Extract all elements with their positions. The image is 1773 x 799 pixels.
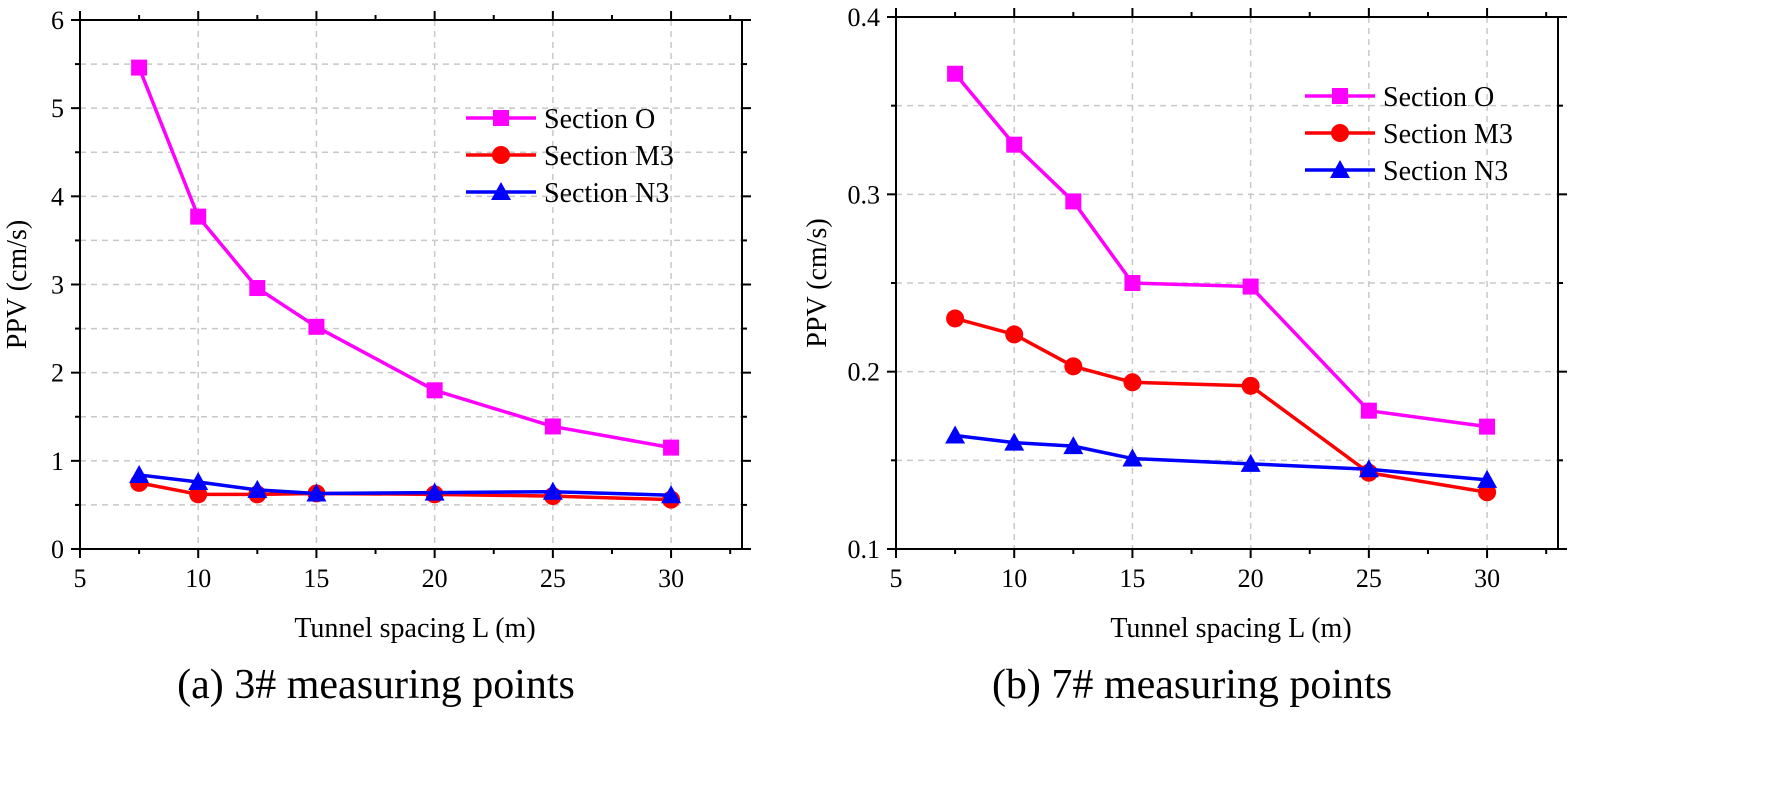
data-point [426,382,443,399]
data-point [308,318,325,335]
data-point [1242,278,1259,295]
x-tick-label: 10 [185,564,211,593]
legend-marker [492,146,510,164]
data-point [249,280,266,297]
legend-entry: Section O [1305,82,1494,113]
legend: Section O Section M3 Section N3 [1305,82,1513,187]
y-tick-label: 0.1 [848,535,881,564]
legend-marker [1332,88,1348,104]
data-point [1477,469,1498,488]
data-point [1006,136,1023,153]
series-section-o [131,59,680,456]
data-point [306,483,327,502]
x-tick-label: 5 [74,564,87,593]
legend-label: Section M3 [544,141,674,172]
data-point [661,485,682,504]
data-point [190,208,207,225]
data-point [663,439,680,456]
chart-panel-a: 5 10 15 20 25 30 0 1 2 3 4 5 6 Tunnel spacing L (m) PP… [2,6,751,708]
series-section-o [947,65,1496,435]
data-point [1004,432,1025,451]
y-tick-label: 1 [51,447,64,476]
x-tick-label: 10 [1001,564,1027,593]
data-point [247,479,268,498]
data-point [947,65,964,82]
series-line [954,316,1488,494]
x-axis-title: Tunnel spacing L (m) [1110,613,1351,644]
data-point [945,425,966,444]
x-tick-label: 30 [1474,564,1500,593]
data-point [424,482,445,501]
y-axis-title: PPV (cm/s) [2,220,33,349]
data-point [542,481,563,500]
x-tick-label: 15 [303,564,329,593]
series-line [138,473,672,497]
data-point [1064,357,1083,376]
data-point [1240,453,1261,472]
x-tick-label: 25 [540,564,566,593]
data-point [131,59,148,76]
y-tick-label: 0.2 [848,358,881,387]
y-tick-label: 6 [51,6,64,35]
legend-label: Section O [544,104,655,135]
x-tick-label: 15 [1119,564,1145,593]
y-tick-label: 5 [51,94,64,123]
legend-entry: Section M3 [466,141,674,172]
panel-caption: (a) 3# measuring points [177,662,575,708]
data-point [1123,373,1142,392]
y-tick-label: 0.4 [848,3,881,32]
data-point [1122,448,1143,467]
legend-label: Section N3 [1383,156,1508,187]
data-point [1124,275,1141,291]
x-tick-label: 20 [1238,564,1264,593]
data-point [1065,193,1082,210]
legend-marker [1331,124,1349,142]
legend-label: Section N3 [544,178,669,209]
x-tick-label: 30 [658,564,684,593]
legend-entry: Section N3 [1305,156,1508,187]
y-tick-label: 2 [51,359,64,388]
legend: Section O Section M3 Section N3 [466,104,674,209]
data-point [188,471,209,490]
y-axis-title: PPV (cm/s) [802,218,833,347]
legend-marker [493,110,509,126]
panel-caption: (b) 7# measuring points [992,662,1392,708]
y-tick-label: 0 [51,535,64,564]
y-tick-label: 0.3 [848,180,881,209]
series-line [954,433,1488,482]
series-section-n3 [945,425,1498,488]
chart-panel-b: 5 10 15 20 25 30 0.1 0.2 0.3 0.4 Tunnel spacing L … [802,3,1567,708]
x-axis-title: Tunnel spacing L (m) [294,613,535,644]
data-point [1358,459,1379,478]
data-point [1241,376,1260,395]
legend-label: Section O [1383,82,1494,113]
data-point [1063,436,1084,455]
x-tick-label: 20 [422,564,448,593]
legend-entry: Section O [466,104,655,135]
legend-label: Section M3 [1383,119,1513,150]
x-tick-label: 25 [1356,564,1382,593]
legend-marker [491,182,511,200]
data-point [544,418,561,435]
y-tick-label: 4 [51,182,64,211]
data-point [1005,325,1024,344]
legend-marker [1330,160,1350,178]
data-point [129,464,150,483]
series-section-n3 [129,464,682,504]
legend-entry: Section N3 [466,178,669,209]
x-tick-label: 5 [890,564,903,593]
legend-entry: Section M3 [1305,119,1513,150]
data-point [946,309,965,328]
data-point [1360,402,1377,419]
y-tick-label: 3 [51,271,64,300]
data-point [1479,418,1496,435]
